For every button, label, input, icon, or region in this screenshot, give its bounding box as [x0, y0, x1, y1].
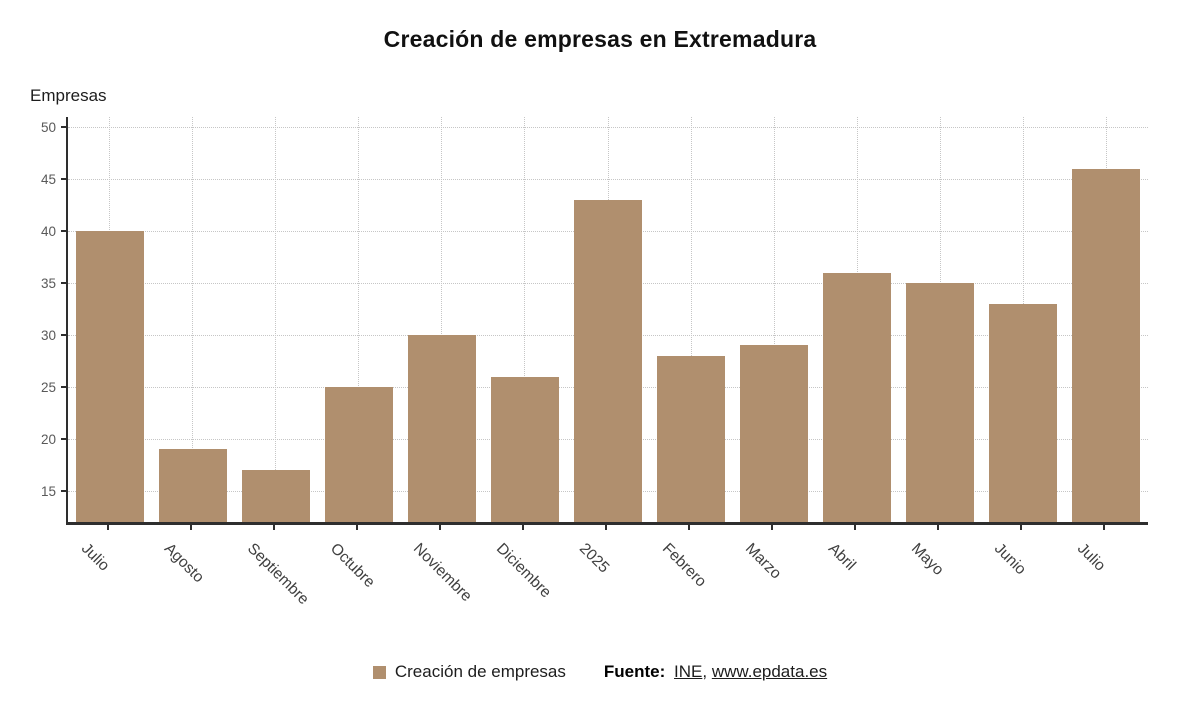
legend-swatch: [372, 665, 386, 679]
x-tick-mark: [854, 525, 857, 530]
y-tick-label: 15: [40, 483, 56, 499]
x-tick-mark: [355, 525, 358, 530]
x-tick-mark: [771, 525, 774, 530]
y-tick-mark: [61, 282, 67, 285]
chart-title: Creación de empresas en Extremadura: [383, 26, 817, 52]
footer: Creación de empresas Fuente: INE, www.ep…: [0, 662, 1200, 682]
bar: [740, 345, 809, 522]
y-axis-title: Empresas: [30, 86, 107, 105]
gridline-vertical: [275, 117, 277, 522]
y-tick-mark: [61, 437, 67, 440]
y-tick-label: 45: [40, 172, 56, 188]
gridline-vertical: [773, 117, 775, 522]
bar: [906, 283, 975, 522]
bar: [1072, 168, 1141, 522]
bar: [490, 376, 559, 522]
source-note: Fuente: INE, www.epdata.es: [604, 662, 827, 682]
y-axis-tick-labels: 15 20 25 30 35 40 45 50: [0, 117, 56, 522]
bar: [75, 231, 144, 522]
x-tick-mark: [1020, 525, 1023, 530]
bar: [657, 355, 726, 522]
y-tick-label: 30: [40, 328, 56, 344]
gridline-vertical: [690, 117, 692, 522]
legend: Creación de empresas: [372, 662, 566, 682]
x-tick-mark: [106, 525, 109, 530]
bar: [989, 303, 1058, 522]
y-tick-mark: [61, 178, 67, 181]
gridline-vertical: [441, 117, 443, 522]
y-tick-mark: [61, 126, 67, 129]
gridline-vertical: [524, 117, 526, 522]
gridline-vertical: [358, 117, 360, 522]
x-tick-mark: [688, 525, 691, 530]
source-separator: ,: [702, 662, 708, 681]
y-tick-label: 25: [40, 380, 56, 395]
x-tick-mark: [189, 525, 192, 530]
gridline-vertical: [192, 117, 194, 522]
plot-area: [66, 117, 1148, 525]
source-link-ine[interactable]: INE: [674, 662, 703, 681]
legend-label: Creación de empresas: [394, 662, 566, 681]
y-tick-label: 35: [40, 276, 56, 292]
bar: [407, 335, 476, 522]
x-tick-mark: [272, 525, 275, 530]
y-tick-label: 50: [40, 120, 56, 136]
x-axis-labels: Julio Agosto Septiembre Octubre Noviembre Dic…: [66, 522, 1146, 652]
x-tick-mark: [438, 525, 441, 530]
bar: [823, 272, 892, 522]
y-tick-mark: [61, 230, 67, 233]
x-tick-mark: [937, 525, 940, 530]
y-tick-mark: [61, 386, 67, 388]
y-tick-mark: [61, 334, 67, 337]
x-tick-mark: [605, 525, 607, 530]
y-tick-label: 20: [40, 431, 56, 447]
bar: [324, 387, 393, 522]
y-tick-mark: [61, 489, 67, 492]
fuente-label: Fuente:: [603, 662, 666, 681]
bar: [574, 200, 642, 522]
bar: [241, 470, 310, 522]
bar: [158, 449, 227, 522]
y-tick-label: 40: [40, 224, 56, 240]
x-tick-mark: [1103, 525, 1106, 530]
source-link-epdata[interactable]: www.epdata.es: [711, 662, 828, 681]
x-tick-mark: [521, 525, 524, 530]
